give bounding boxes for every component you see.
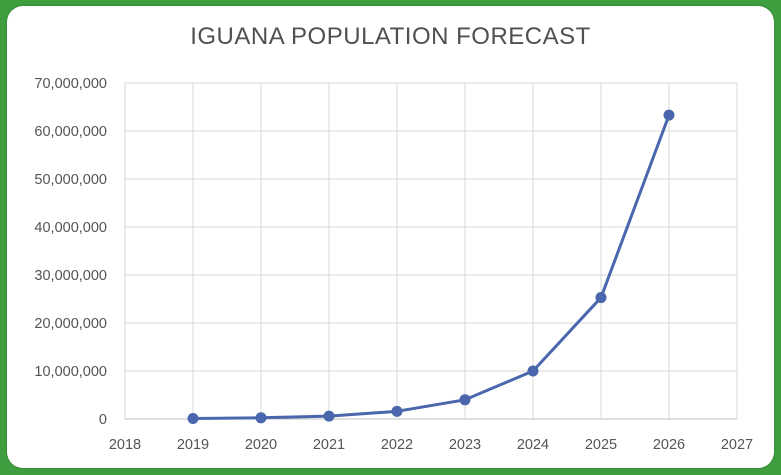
data-point [323, 410, 335, 422]
x-tick-label: 2023 [449, 437, 481, 453]
data-point [595, 292, 607, 304]
y-tick-label: 50,000,000 [34, 172, 107, 188]
chart-title: IGUANA POPULATION FORECAST [190, 23, 591, 50]
y-tick-label: 40,000,000 [34, 220, 107, 236]
x-tick-label: 2018 [109, 437, 141, 453]
data-point [187, 413, 199, 425]
data-point [459, 394, 471, 406]
y-tick-label: 70,000,000 [34, 76, 107, 92]
gridlines [124, 82, 738, 420]
x-tick-label: 2025 [585, 437, 617, 453]
x-tick-label: 2020 [245, 437, 277, 453]
x-axis-tick-labels: 2018 2019 2020 2021 2022 2023 2024 2025 2026 2027 [109, 437, 753, 453]
series-group [187, 109, 675, 425]
y-tick-label: 20,000,000 [34, 316, 107, 332]
x-tick-label: 2019 [177, 437, 209, 453]
x-tick-label: 2024 [517, 437, 549, 453]
x-tick-label: 2026 [653, 437, 685, 453]
data-point [255, 412, 267, 424]
x-tick-label: 2027 [721, 437, 753, 453]
data-point [527, 365, 539, 377]
y-tick-label: 30,000,000 [34, 268, 107, 284]
x-tick-label: 2021 [313, 437, 345, 453]
series-line [192, 114, 671, 421]
x-tick-label: 2022 [381, 437, 413, 453]
y-tick-label: 10,000,000 [34, 364, 107, 380]
y-tick-label: 0 [99, 412, 107, 428]
data-point [391, 405, 403, 417]
y-tick-label: 60,000,000 [34, 124, 107, 140]
y-axis-tick-labels: 0 10,000,000 20,000,000 30,000,000 40,000,00… [34, 76, 107, 428]
data-point [663, 109, 675, 121]
